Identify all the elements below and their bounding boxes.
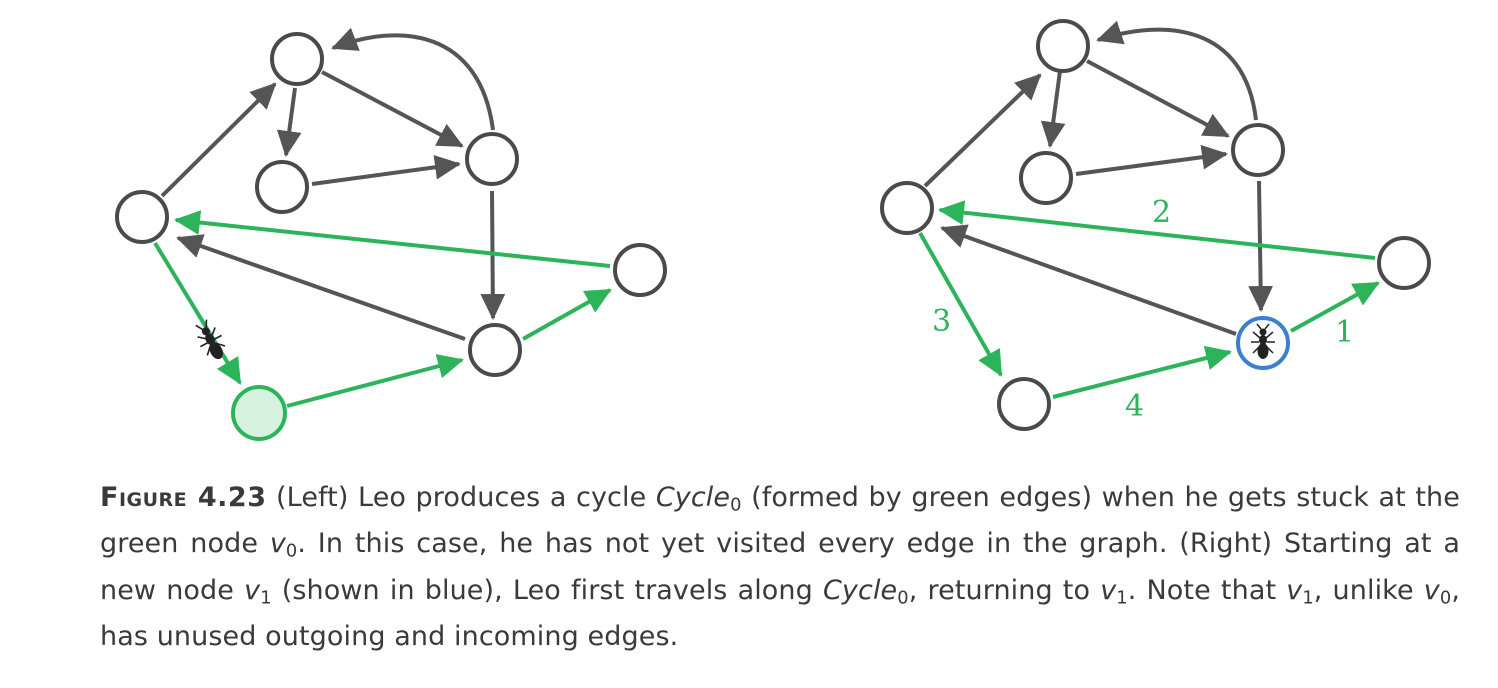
caption-text-1: (Left) Leo produces a cycle [266,482,656,513]
right-graph: 1 2 3 4 [880,19,1431,431]
ant-icon [195,319,226,360]
left-node-top [270,32,324,86]
figure-caption: Figure 4.23 (Left) Leo produces a cycle … [100,478,1460,656]
diagram: 1 2 3 4 [115,19,1431,441]
left-green-edge-d-to-l [174,210,611,268]
right-edge-v1-to-l [940,224,1237,336]
caption-math-v0: v0 [269,528,298,562]
left-green-edge-g-to-e [286,354,464,408]
left-graph [115,27,667,441]
right-green-edge-1 [1290,281,1380,333]
caption-text-3: . In this case, he has not yet visited e… [100,528,1460,606]
left-node-bottom-right [468,323,522,377]
right-node-bottom [997,377,1051,431]
right-edge-b-to-c [1075,144,1228,176]
caption-math-v1-3: v1 [1286,574,1314,609]
caption-text-2: (formed by green edges) when he gets stu… [100,482,1460,560]
edge-label-4: 4 [1125,389,1144,424]
left-edge-a-to-c [321,70,464,148]
figure-label: Figure 4.23 [100,482,267,513]
caption-math-v1: v1 [244,574,272,609]
right-node-far-right [1377,236,1431,290]
right-node-top [1036,19,1090,73]
left-node-right-top [465,132,519,186]
caption-text-7: , unlike [1313,574,1424,606]
left-green-edge-l-to-g [153,241,242,385]
left-edge-l-to-a [160,82,277,198]
left-edge-e-to-l [176,234,466,341]
left-node-v0-green [231,385,287,441]
caption-math-v1-2: v1 [1100,574,1128,609]
right-node-mid [1019,151,1073,205]
left-edge-a-to-b [276,87,302,157]
edge-label-2: 2 [1152,195,1171,230]
caption-math-cycle: Cycle0 [655,482,742,516]
right-edge-l-to-a [923,73,1042,188]
right-edge-a-to-b [1040,70,1066,148]
left-edge-c-to-a [331,27,495,131]
edge-label-3: 3 [932,304,951,339]
caption-math-cycle-2: Cycle0 [822,574,909,609]
left-node-mid [255,160,309,214]
right-node-left [880,181,934,235]
left-node-far-right [613,243,667,297]
right-green-edge-3 [918,232,1003,377]
right-edge-a-to-c [1086,59,1230,138]
ant-icon [1251,323,1275,359]
caption-text-8: , has unused outgoing and incoming edges… [100,574,1460,653]
right-green-edge-4 [1052,345,1232,399]
left-edge-b-to-c [311,154,461,186]
left-node-left [115,190,169,244]
edge-label-1: 1 [1335,315,1354,350]
right-edge-c-to-a [1096,20,1258,121]
left-green-edge-e-to-d [522,288,612,341]
caption-text-6: . Note that [1127,574,1287,606]
caption-text-4: (shown in blue), Leo first travels along [271,574,823,606]
right-green-edge-2 [938,200,1376,260]
right-node-right-top [1231,123,1285,177]
caption-math-v0-2: v0 [1423,574,1452,609]
caption-text-5: , returning to [908,574,1101,606]
